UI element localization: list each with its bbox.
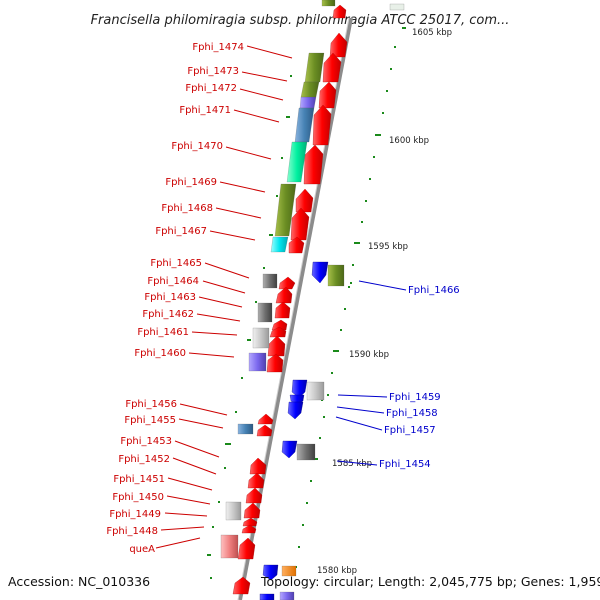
cog-box-1450 (225, 501, 242, 521)
gene-arrow-fphi-1463 (274, 301, 291, 319)
gene-label-fphi-1463[interactable]: Fphi_1463 (144, 292, 196, 303)
gene-label-fphi-1456[interactable]: Fphi_1456 (125, 399, 177, 410)
inner-ticks (207, 75, 352, 579)
scale-label-1595: 1595 kbp (368, 242, 408, 252)
scale-label-1580: 1580 kbp (317, 566, 357, 576)
gene-arrow-fphi-1448 (241, 524, 257, 534)
gene-arrow-fphi-1455 (256, 424, 273, 437)
gene-label-fphi-1455[interactable]: Fphi_1455 (124, 415, 176, 426)
cog-box-1472b (300, 81, 320, 98)
gene-arrow-next (232, 576, 251, 595)
gene-arrow-fphi-1456 (257, 413, 274, 425)
cog-box-bottom-orange (281, 565, 297, 577)
gene-label-fphi-1459[interactable]: Fphi_1459 (389, 392, 441, 403)
gene-arrow-fphi-1467 (288, 236, 305, 254)
gene-arrow-fphi-1454 (281, 440, 298, 459)
gene-arrow-fphi-1465 (278, 276, 296, 290)
cog-box-1465 (262, 273, 278, 289)
reverse-genes (259, 261, 329, 600)
cog-box-1459 (306, 381, 325, 401)
gene-arrow-fphi-1451 (245, 487, 263, 504)
gene-arrow-fphi-1452 (247, 472, 265, 489)
gene-label-fphi-1460[interactable]: Fphi_1460 (134, 348, 186, 359)
gene-arrow-fphi-1470 (303, 144, 324, 185)
gene-arrow-fphi-1472 (318, 81, 337, 109)
cog-box-1471 (294, 107, 315, 143)
gene-box-bottom-blue (259, 593, 275, 600)
cog-box-1466 (327, 264, 345, 287)
gene-label-fphi-1454[interactable]: Fphi_1454 (379, 459, 431, 470)
gene-label-fphi-1462[interactable]: Fphi_1462 (142, 309, 194, 320)
cog-box-1460 (248, 352, 267, 372)
gene-label-fphi-1464[interactable]: Fphi_1464 (147, 276, 199, 287)
gene-arrow-fphi-1457 (287, 401, 304, 420)
gene-label-fphi-1471[interactable]: Fphi_1471 (179, 105, 231, 116)
gene-label-fphi-1453[interactable]: Fphi_1453 (120, 436, 172, 447)
gene-label-fphi-1458[interactable]: Fphi_1458 (386, 408, 438, 419)
gene-arrow-fphi-1474 (329, 32, 348, 58)
cog-box-1474 (321, 0, 336, 7)
cog-box-1470 (286, 141, 308, 183)
gene-label-fphi-1448[interactable]: Fphi_1448 (106, 526, 158, 537)
gene-label-fphi-1450[interactable]: Fphi_1450 (112, 492, 164, 503)
left-labels: Fphi_1474 Fphi_1473 Fphi_1472 Fphi_1471 … (106, 42, 293, 555)
cog-box-top-light (389, 3, 405, 11)
gene-label-fphi-1457[interactable]: Fphi_1457 (384, 425, 436, 436)
gene-arrow-fphi-1449 (242, 517, 258, 527)
gene-arrow-fphi-1464 (275, 286, 293, 304)
gene-arrow-fphi-1460 (267, 335, 286, 357)
gene-label-fphi-1473[interactable]: Fphi_1473 (187, 66, 239, 77)
gene-arrow-bottom (262, 564, 279, 581)
cog-boxes-reverse (279, 264, 345, 600)
gene-label-fphi-1470[interactable]: Fphi_1470 (171, 141, 223, 152)
gene-label-quea[interactable]: queA (129, 544, 155, 555)
gene-label-fphi-1466[interactable]: Fphi_1466 (408, 285, 460, 296)
cog-box-1461 (252, 327, 270, 349)
cog-box-1467 (270, 236, 289, 253)
cog-box-quea (220, 534, 239, 559)
cog-box-1468 (274, 183, 297, 237)
map-title: Francisella philomiragia subsp. philomir… (91, 13, 510, 28)
gene-label-fphi-1465[interactable]: Fphi_1465 (150, 258, 202, 269)
gene-arrow-fphi-1466 (311, 261, 329, 284)
gene-label-fphi-1468[interactable]: Fphi_1468 (161, 203, 213, 214)
gene-label-fphi-1451[interactable]: Fphi_1451 (113, 474, 165, 485)
forward-genes (232, 4, 348, 595)
cog-box-1455 (237, 423, 254, 435)
gene-label-fphi-1467[interactable]: Fphi_1467 (155, 226, 207, 237)
gene-label-fphi-1469[interactable]: Fphi_1469 (165, 177, 217, 188)
gene-arrow-fphi-1461 (269, 326, 287, 338)
gene-label-fphi-1474[interactable]: Fphi_1474 (192, 42, 244, 53)
gene-label-fphi-1449[interactable]: Fphi_1449 (109, 509, 161, 520)
accession-text: Accession: NC_010336 (8, 574, 150, 589)
scale-label-1605: 1605 kbp (412, 28, 452, 38)
gene-label-fphi-1461[interactable]: Fphi_1461 (137, 327, 189, 338)
cog-box-1472 (299, 96, 317, 109)
gene-arrow-fphi-1453 (249, 457, 267, 475)
scale-label-1600: 1600 kbp (389, 136, 429, 146)
gene-arrow-quea (237, 537, 256, 560)
cog-box-1462 (257, 302, 273, 323)
gene-arrow-top (332, 4, 347, 19)
gene-arrow-fphi-1468 (290, 207, 310, 241)
gene-arrow-fphi-1450 (243, 502, 261, 519)
right-labels: Fphi_1466 Fphi_1459 Fphi_1458 Fphi_1457 … (335, 280, 460, 470)
cog-box-1473 (304, 52, 325, 83)
gene-label-fphi-1472[interactable]: Fphi_1472 (185, 83, 237, 94)
gene-arrow-fphi-1460b (266, 353, 284, 373)
cog-boxes-forward (220, 0, 405, 559)
topology-text: Topology: circular; Length: 2,045,775 bp… (260, 574, 600, 589)
scale-label-1590: 1590 kbp (349, 350, 389, 360)
gene-arrow-fphi-1469 (295, 188, 314, 213)
cog-box-1454 (296, 443, 316, 461)
gene-arrow-fphi-1471 (312, 104, 332, 146)
gene-label-fphi-1452[interactable]: Fphi_1452 (118, 454, 170, 465)
cog-box-bottom-purple (279, 591, 295, 600)
scale-ticks (291, 27, 406, 568)
gene-arrow-fphi-1473 (322, 52, 342, 83)
scale-label-1585: 1585 kbp (332, 459, 372, 469)
